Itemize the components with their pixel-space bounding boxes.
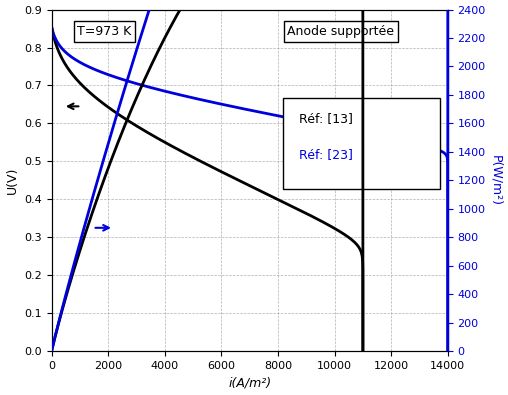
Y-axis label: P(W/m²): P(W/m²) <box>489 155 502 206</box>
Text: Réf: [23]: Réf: [23] <box>299 148 353 161</box>
Text: T=973 K: T=973 K <box>77 25 132 38</box>
X-axis label: i(A/m²): i(A/m²) <box>228 376 271 389</box>
Text: Anode supportée: Anode supportée <box>288 25 394 38</box>
Text: Réf: [13]: Réf: [13] <box>299 112 353 125</box>
Y-axis label: U(V): U(V) <box>6 167 19 194</box>
FancyBboxPatch shape <box>283 98 440 189</box>
